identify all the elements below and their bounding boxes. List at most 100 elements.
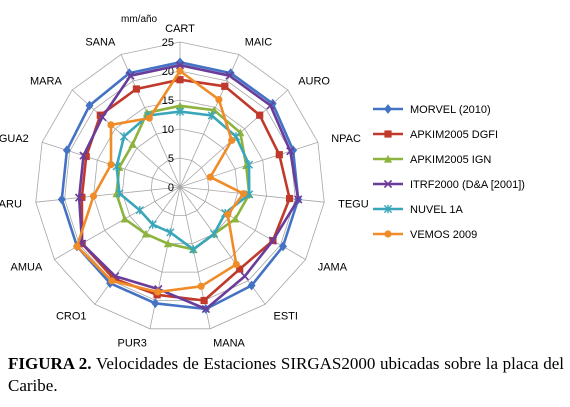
figure-label: FIGURA 2.: [8, 354, 92, 373]
legend-marker: [384, 130, 392, 138]
legend-marker: [383, 154, 393, 163]
radial-tick-label: 25: [162, 37, 174, 49]
legend-marker: [383, 179, 393, 189]
category-label: AMUA: [11, 262, 43, 274]
category-label: JAMA: [318, 262, 348, 274]
radial-unit-label: mm/año: [121, 14, 158, 25]
figure-caption-text: Velocidades de Estaciones SIRGAS2000 ubi…: [8, 354, 564, 395]
data-point: [98, 112, 107, 122]
legend-marker: [383, 204, 393, 214]
data-point: [206, 173, 214, 181]
radial-tick-label: 10: [162, 124, 174, 136]
category-label: ESTI: [274, 311, 298, 323]
data-point: [215, 96, 223, 104]
category-label: MAIC: [245, 37, 273, 49]
legend-entry: NUVEL 1A: [373, 204, 463, 216]
data-point: [245, 190, 254, 199]
legend-entry: APKIM2005 IGN: [373, 154, 491, 166]
data-point: [175, 61, 185, 70]
data-point: [244, 160, 254, 169]
data-point: [286, 194, 294, 203]
radar-grid: [35, 41, 325, 330]
legend-label: APKIM2005 IGN: [410, 154, 491, 166]
data-point: [279, 241, 287, 252]
category-label: NPAC: [331, 133, 361, 145]
data-point: [74, 193, 84, 202]
data-point: [225, 71, 234, 80]
grid-ring: [35, 41, 325, 330]
category-label: AURO: [298, 76, 330, 88]
data-point: [275, 151, 283, 159]
category-label: TEGU: [338, 199, 369, 211]
data-point: [189, 245, 198, 254]
series-line: [60, 60, 300, 311]
category-label: MANA: [213, 338, 245, 350]
data-point: [145, 114, 153, 122]
data-point: [175, 101, 185, 110]
legend-entry: APKIM2005 DGFI: [373, 129, 498, 141]
data-point: [120, 214, 129, 223]
data-point: [175, 107, 185, 116]
data-point: [207, 111, 216, 120]
radar-labels: mm/año 0510152025CARTMAICAURONPACTEGUJAM…: [0, 14, 369, 350]
data-point: [79, 151, 88, 160]
data-point: [148, 220, 157, 229]
category-label: GUA2: [0, 133, 29, 145]
legend-label: NUVEL 1A: [410, 204, 463, 216]
radar-chart: mm/año 0 5 10 15 20 25 CART MAIC AURO NPAC TEGU JAM…: [0, 14, 525, 350]
data-point: [294, 195, 303, 204]
data-point: [151, 298, 160, 309]
data-point: [286, 147, 295, 156]
data-point: [266, 101, 275, 110]
data-point: [224, 211, 232, 219]
data-point: [201, 304, 211, 314]
data-point: [132, 85, 140, 93]
data-point: [256, 111, 264, 119]
legend-entry: VEMOS 2009: [373, 229, 477, 241]
data-point: [163, 239, 172, 248]
data-point: [73, 242, 81, 250]
category-label: CRO1: [56, 311, 87, 323]
data-point: [197, 282, 205, 290]
legend-label: ITRF2000 (D&A [2001]): [410, 179, 525, 191]
chart-legend: MORVEL (2010) APKIM2005 DGFI APKIM2005 IGN…: [373, 104, 525, 241]
radar-chart-svg: mm/año 0510152025CARTMAICAURONPACTEGUJAM…: [0, 14, 525, 350]
data-point: [154, 288, 162, 296]
legend-entry: ITRF2000 (D&A [2001]): [373, 179, 525, 191]
radial-tick-label: 15: [162, 95, 174, 107]
series-line: [77, 63, 300, 311]
data-point: [85, 100, 94, 111]
legend-label: VEMOS 2009: [410, 229, 477, 241]
data-point: [166, 228, 175, 237]
data-point: [239, 190, 248, 198]
category-label: SANA: [85, 37, 116, 49]
grid-ring: [150, 157, 210, 216]
radar-series: [57, 57, 303, 314]
data-point: [128, 140, 137, 148]
data-point: [268, 236, 278, 245]
grid-ring: [93, 99, 267, 273]
data-point: [89, 192, 98, 200]
data-point: [236, 265, 244, 273]
category-label: CART: [165, 23, 195, 35]
data-point: [112, 189, 121, 198]
legend-label: APKIM2005 DGFI: [410, 129, 498, 141]
legend-marker: [384, 230, 392, 238]
data-point: [232, 260, 240, 268]
grid-ring: [121, 128, 239, 245]
legend-label: MORVEL (2010): [410, 104, 491, 116]
data-point: [221, 82, 229, 90]
data-point: [115, 189, 124, 198]
data-point: [78, 193, 86, 201]
data-point: [210, 229, 219, 239]
data-point: [135, 206, 144, 215]
data-point: [107, 121, 115, 129]
grid-ring: [64, 70, 296, 301]
data-point: [107, 161, 115, 169]
data-point: [231, 214, 240, 223]
data-point: [176, 67, 184, 75]
series-vemos-2009: [73, 67, 248, 296]
data-point: [247, 280, 256, 291]
category-label: CARU: [0, 199, 22, 211]
data-point: [200, 296, 208, 305]
